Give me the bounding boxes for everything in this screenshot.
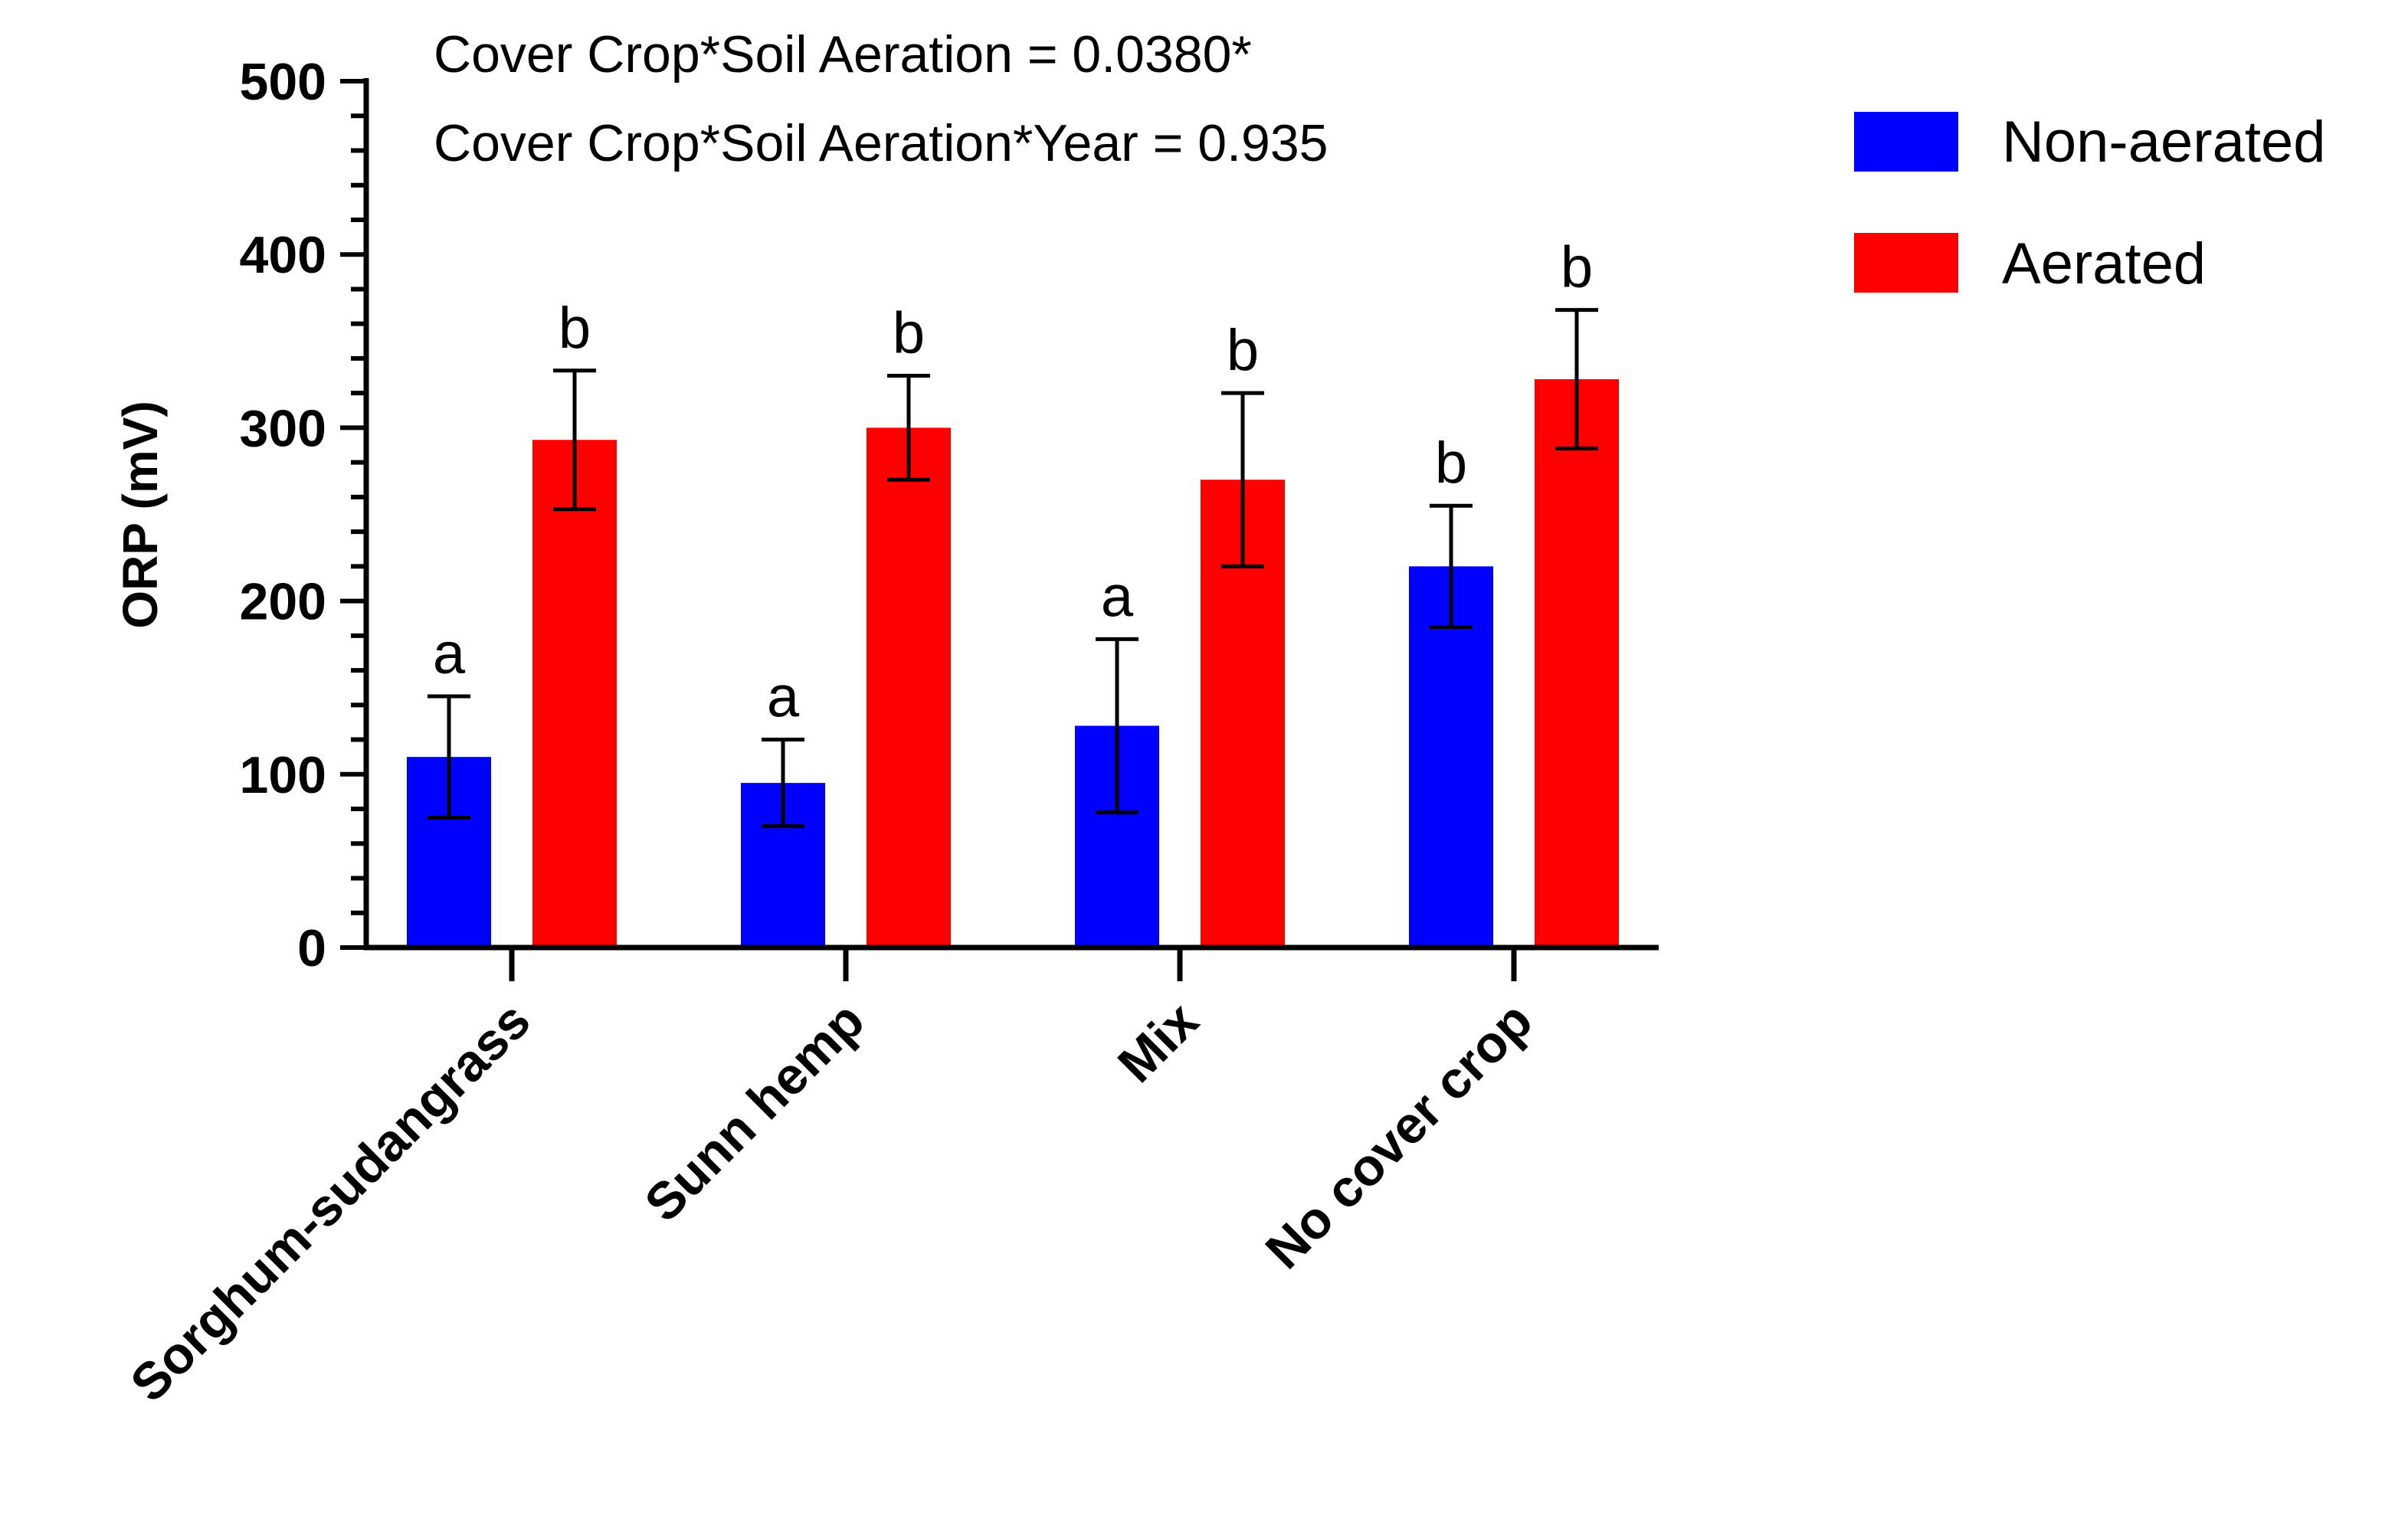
legend-label-aerated: Aerated — [2002, 231, 2206, 296]
significance-letter-non-aerated-3: b — [1435, 430, 1467, 496]
tick-labels-layer: 0 100 200 300 400 500 Sorghum-sudangrass Sunn h… — [120, 53, 1544, 1413]
annotation-line-2: Cover Crop*Soil Aeration*Year = 0.935 — [434, 114, 1328, 172]
error-bar-non-aerated-0 — [428, 694, 470, 820]
significance-letter-non-aerated-2: a — [1101, 564, 1134, 629]
error-bar-non-aerated-1 — [762, 738, 804, 829]
bar-aerated-0 — [532, 440, 617, 948]
x-tick-label-0: Sorghum-sudangrass — [120, 991, 542, 1413]
significance-letters-layer: a a a b b b b b — [433, 235, 1593, 730]
significance-letter-non-aerated-1: a — [767, 665, 800, 730]
y-tick-label-400: 400 — [240, 226, 326, 284]
error-bar-aerated-2 — [1221, 391, 1264, 568]
error-bar-aerated-0 — [553, 368, 596, 512]
y-tick-label-300: 300 — [240, 399, 326, 457]
bar-aerated-1 — [867, 427, 951, 948]
y-tick-label-100: 100 — [240, 746, 326, 804]
y-tick-label-0: 0 — [297, 919, 326, 977]
annotation-line-1: Cover Crop*Soil Aeration = 0.0380* — [434, 25, 1252, 83]
x-tick-label-2: Mix — [1107, 991, 1210, 1094]
bar-non-aerated-3 — [1409, 566, 1493, 948]
significance-letter-aerated-2: b — [1227, 318, 1259, 383]
x-tick-label-3: No cover crop — [1255, 991, 1544, 1280]
error-bars-layer — [428, 308, 1598, 829]
y-axis-title: ORP (mV) — [113, 401, 168, 629]
axes-layer — [340, 78, 1659, 981]
error-bar-aerated-3 — [1555, 308, 1598, 451]
error-bar-non-aerated-2 — [1096, 637, 1138, 815]
legend-swatch-aerated — [1854, 233, 1958, 293]
bar-aerated-3 — [1535, 379, 1619, 948]
legend: Non-aerated Aerated — [1854, 110, 2326, 296]
bars-layer — [407, 379, 1619, 948]
x-tick-label-1: Sunn hemp — [634, 991, 876, 1233]
significance-letter-aerated-1: b — [893, 301, 925, 366]
legend-label-non-aerated: Non-aerated — [2002, 110, 2326, 175]
significance-letter-aerated-0: b — [559, 296, 591, 361]
error-bar-non-aerated-3 — [1430, 503, 1473, 630]
error-bar-aerated-1 — [887, 374, 930, 482]
legend-swatch-non-aerated — [1854, 112, 1958, 172]
y-tick-label-500: 500 — [240, 53, 326, 111]
significance-letter-non-aerated-0: a — [433, 621, 466, 686]
significance-letter-aerated-3: b — [1561, 235, 1593, 300]
y-tick-label-200: 200 — [240, 573, 326, 631]
